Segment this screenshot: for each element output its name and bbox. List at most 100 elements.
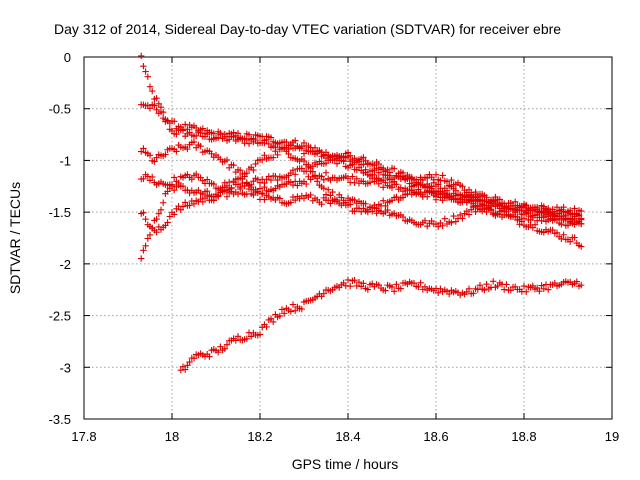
data-point xyxy=(149,224,156,232)
data-point xyxy=(309,163,316,170)
data-point xyxy=(459,183,466,190)
data-point xyxy=(245,131,253,138)
data-point xyxy=(399,169,407,177)
data-point xyxy=(274,151,281,159)
data-point xyxy=(248,333,255,340)
data-point xyxy=(371,201,378,209)
data-point xyxy=(217,343,224,350)
data-point xyxy=(421,217,429,224)
data-point xyxy=(144,235,151,242)
data-point xyxy=(432,171,440,178)
data-point xyxy=(349,173,356,180)
data-point xyxy=(415,180,422,187)
data-point xyxy=(287,308,294,315)
data-point xyxy=(300,157,308,165)
data-point xyxy=(382,287,389,294)
data-point xyxy=(270,154,277,161)
data-point xyxy=(435,289,442,296)
data-point xyxy=(560,203,567,211)
data-point xyxy=(289,301,297,308)
data-point xyxy=(452,187,459,194)
data-point xyxy=(259,156,266,164)
y-tick-label: -2 xyxy=(59,257,71,272)
data-point xyxy=(146,105,154,112)
data-point xyxy=(375,160,382,168)
data-point xyxy=(146,177,154,184)
data-point xyxy=(459,215,466,222)
data-point xyxy=(245,140,253,147)
data-point xyxy=(230,161,237,169)
data-point xyxy=(157,206,165,213)
data-point xyxy=(362,200,369,208)
data-point xyxy=(210,130,217,137)
data-point xyxy=(292,171,299,178)
data-point xyxy=(232,337,239,344)
data-point xyxy=(318,200,325,208)
data-point xyxy=(435,223,442,230)
data-point xyxy=(204,176,211,183)
data-point xyxy=(230,129,237,136)
data-point xyxy=(558,235,565,242)
data-point xyxy=(545,286,552,293)
data-point xyxy=(140,62,147,70)
data-point xyxy=(439,172,446,179)
data-point xyxy=(140,175,147,182)
data-point xyxy=(138,52,145,60)
data-point xyxy=(142,242,149,249)
data-point xyxy=(237,166,244,174)
data-point xyxy=(208,150,215,157)
data-point xyxy=(393,281,400,288)
data-point xyxy=(252,160,259,168)
x-axis-title: GPS time / hours xyxy=(292,456,399,472)
data-point xyxy=(294,182,301,189)
data-point xyxy=(292,196,299,204)
data-point xyxy=(536,287,543,295)
data-point xyxy=(265,140,272,148)
data-point xyxy=(432,196,440,203)
data-point xyxy=(520,282,528,290)
data-point xyxy=(199,125,206,132)
data-point xyxy=(168,181,176,188)
data-point xyxy=(514,216,521,224)
series-track-g xyxy=(177,276,585,374)
data-point xyxy=(325,186,332,193)
data-point xyxy=(536,208,543,215)
data-point xyxy=(171,211,178,218)
data-point xyxy=(234,130,242,137)
y-tick-label: -2.5 xyxy=(49,309,71,324)
data-point xyxy=(149,173,156,181)
data-point xyxy=(190,138,198,146)
data-point xyxy=(285,150,292,158)
data-point xyxy=(384,206,391,214)
data-point xyxy=(386,169,393,176)
data-point xyxy=(267,176,275,184)
data-point xyxy=(267,315,275,322)
data-point xyxy=(470,290,477,297)
data-point xyxy=(151,102,158,109)
data-point xyxy=(254,188,261,195)
data-point xyxy=(569,211,576,218)
data-point xyxy=(490,278,497,285)
data-point xyxy=(355,278,363,286)
data-point xyxy=(496,196,503,203)
data-point xyxy=(184,126,191,133)
data-point xyxy=(276,312,283,320)
x-tick-label: 18 xyxy=(165,429,179,444)
data-point xyxy=(547,209,554,217)
data-point xyxy=(160,199,167,206)
x-tick-label: 18.2 xyxy=(247,429,272,444)
data-point xyxy=(540,285,547,293)
data-point xyxy=(443,178,451,185)
data-point xyxy=(199,198,206,206)
data-point xyxy=(399,213,407,221)
data-point xyxy=(186,202,193,209)
data-point xyxy=(538,217,545,224)
data-point xyxy=(153,229,160,236)
data-point xyxy=(501,286,508,293)
data-point xyxy=(512,198,519,206)
data-point xyxy=(417,176,424,183)
data-point xyxy=(364,286,371,293)
data-point xyxy=(298,305,305,313)
data-point xyxy=(424,180,431,188)
data-point xyxy=(166,185,173,192)
